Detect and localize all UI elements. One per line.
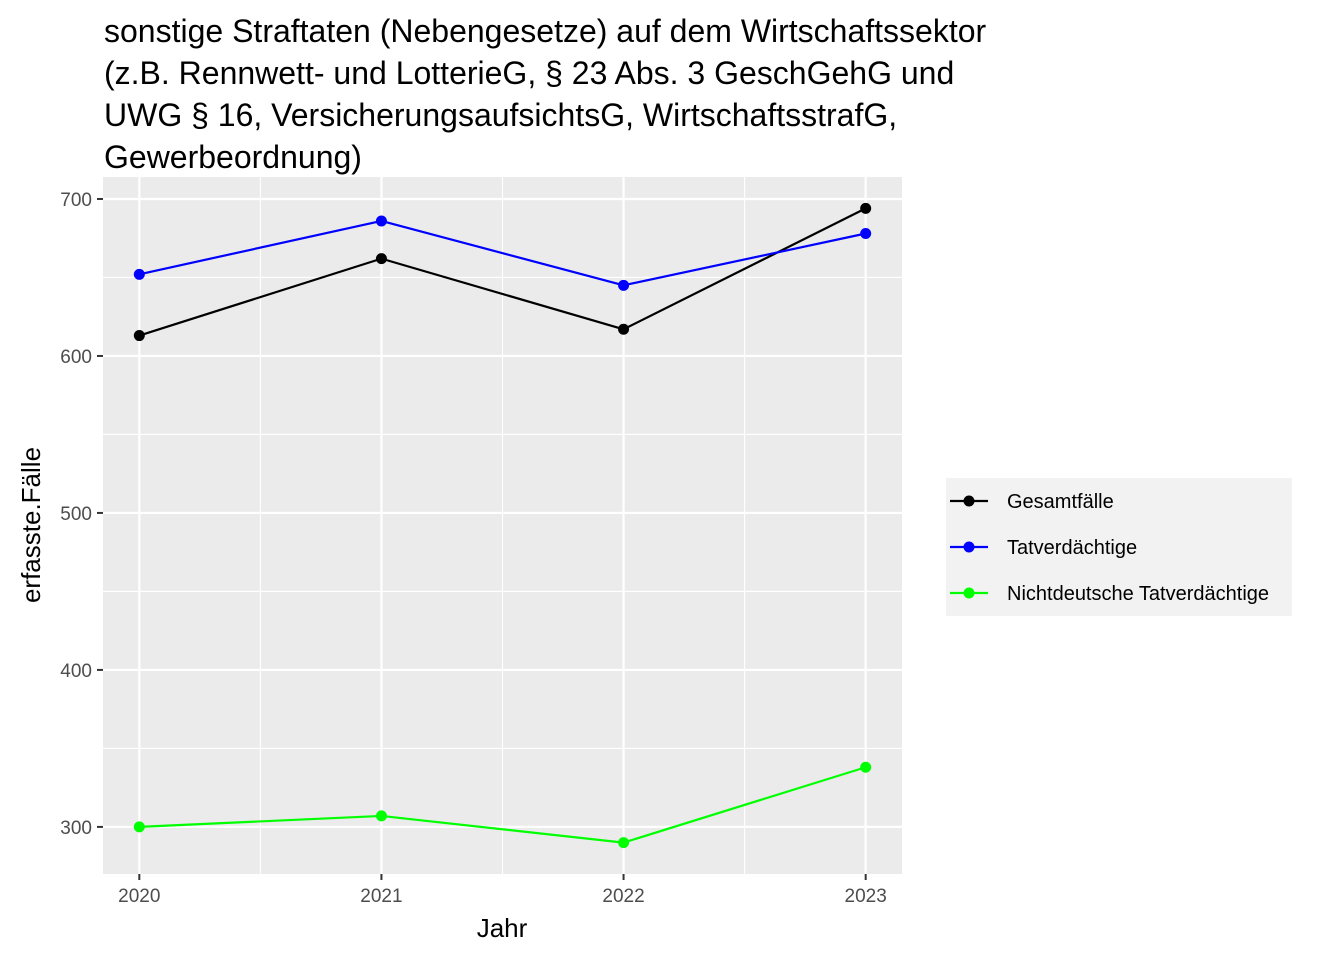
data-point [133,330,145,342]
data-point [860,228,872,240]
chart-title-line: (z.B. Rennwett- und LotterieG, § 23 Abs.… [104,55,955,91]
x-tick-label: 2020 [118,886,160,907]
series-line [139,219,866,287]
x-tick-label: 2023 [845,886,887,907]
y-tick-label: 500 [60,504,92,525]
data-point [375,215,387,227]
legend-label: Gesamtfälle [1007,491,1114,513]
legend-key-point [963,495,975,507]
data-point [860,761,872,773]
y-tick-label: 400 [60,661,92,682]
data-point [618,837,630,849]
chart-title-line: sonstige Straftaten (Nebengesetze) auf d… [104,13,987,49]
data-point [375,253,387,265]
data-point [860,202,872,214]
data-point [618,279,630,291]
data-point [375,810,387,822]
legend: Gesamtfälle Tatverdächtige Nichtdeutsche T… [946,478,1292,616]
x-tick-label: 2021 [360,886,402,907]
legend-key-point [963,587,975,599]
series-layer [133,202,872,849]
x-axis-title: Jahr [477,913,528,943]
y-tick-label: 700 [60,190,92,211]
y-tick-label: 600 [60,347,92,368]
data-point [133,268,145,280]
y-tick-label: 300 [60,818,92,839]
legend-label: Tatverdächtige [1007,537,1137,559]
axis-ticks: 300 400 500 600 700 2020 2021 2022 2023 [60,190,887,907]
legend-background [946,478,1292,616]
y-axis-title: erfasste.Fälle [16,447,46,603]
series-line [138,207,867,337]
data-point [618,323,630,335]
x-tick-label: 2022 [602,886,644,907]
chart-title: sonstige Straftaten (Nebengesetze) auf d… [104,10,1304,178]
chart-title-line: UWG § 16, VersicherungsaufsichtsG, Wirts… [104,97,898,133]
grid-major [103,177,902,874]
legend-key-point [963,541,975,553]
series-line [139,766,867,844]
legend-label: Nichtdeutsche Tatverdächtige [1007,583,1269,605]
data-point [133,821,145,833]
chart-title-line: Gewerbeordnung) [104,139,362,175]
